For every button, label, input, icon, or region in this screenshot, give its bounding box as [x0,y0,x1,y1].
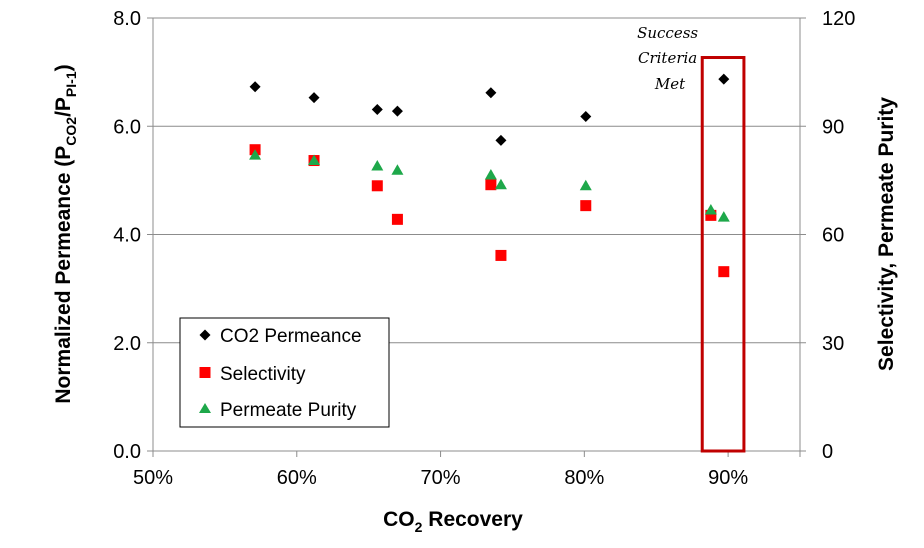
success-criteria-annotation: Success Criteria Met [637,24,703,93]
point-co2-permeance [308,92,320,104]
y-left-tick-label: 2.0 [113,333,141,355]
point-selectivity [495,249,507,261]
x-tick-label: 90% [708,467,748,489]
point-permeate-purity [704,203,717,215]
legend-label-co2-permeance: CO2 Permeance [220,326,362,347]
point-permeate-purity [308,154,321,166]
legend-label-permeate-purity: Permeate Purity [220,400,357,421]
point-co2-permeance [391,105,403,117]
point-selectivity [705,209,717,221]
y-right-axis-ticks: 0 30 60 90 120 [800,8,855,463]
point-permeate-purity [371,159,384,171]
point-selectivity [371,180,383,192]
y-left-tick-label: 6.0 [113,116,141,138]
x-axis-ticks: 50% 60% 70% 80% 90% [133,451,801,489]
point-selectivity [391,213,403,225]
point-permeate-purity [717,211,730,222]
point-selectivity [718,266,730,278]
success-criteria-box [700,56,746,453]
point-selectivity [485,179,497,191]
point-permeate-purity [249,149,262,160]
point-co2-permeance [580,111,592,123]
legend-marker-selectivity [199,367,211,378]
point-co2-permeance [371,103,383,115]
y-left-axis-ticks: 0.0 2.0 4.0 6.0 8.0 [113,8,153,463]
x-tick-label: 60% [277,467,317,489]
point-co2-permeance [485,87,497,99]
legend-label-selectivity: Selectivity [220,364,306,385]
y-right-tick-label: 60 [822,225,844,247]
point-co2-permeance [249,81,261,93]
y-right-axis-title: Selectivity, Permeate Purity [875,97,898,371]
legend-box [179,317,390,428]
point-co2-permeance [718,73,730,85]
data-points [249,73,730,278]
legend: CO2 Permeance Selectivity Permeate Purit… [179,317,390,428]
y-left-tick-label: 8.0 [113,8,141,30]
y-right-tick-label: 0 [822,441,833,463]
y-left-axis-title: Normalized Permeance (PCO2/PPI-1) [52,64,79,403]
point-permeate-purity [484,168,497,180]
y-right-tick-label: 30 [822,333,844,355]
success-highlight [700,56,746,453]
x-tick-label: 70% [421,467,461,489]
y-left-tick-label: 4.0 [113,225,141,247]
gridlines [153,17,800,344]
x-tick-label: 80% [564,467,604,489]
point-permeate-purity [391,164,404,175]
legend-marker-permeate-purity [199,403,211,413]
point-co2-permeance [495,134,507,146]
y-right-tick-label: 120 [822,8,855,30]
x-tick-label: 50% [133,467,173,489]
point-permeate-purity [579,179,592,191]
legend-marker-co2-permeance [199,329,211,341]
y-right-tick-label: 90 [822,116,844,138]
point-permeate-purity [494,178,507,190]
x-axis-title: CO2 Recovery [383,508,523,535]
y-left-tick-label: 0.0 [113,441,141,463]
point-selectivity [580,200,592,212]
